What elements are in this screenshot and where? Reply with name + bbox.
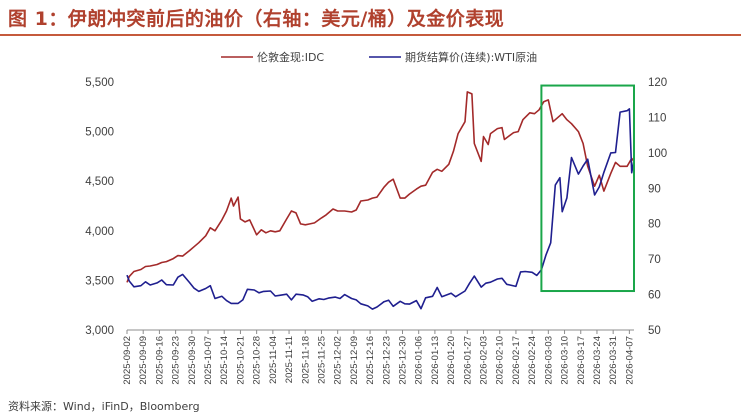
x-tick-label: 2026-04-07 <box>624 336 635 385</box>
legend: 伦敦金现:IDC 期货结算价(连续):WTI原油 <box>221 50 537 64</box>
y-left-tick-label: 3,500 <box>85 275 114 287</box>
y-left-tick-label: 4,000 <box>85 226 114 238</box>
y-right-tick-label: 120 <box>648 77 667 89</box>
y-right-tick-label: 70 <box>648 254 661 266</box>
legend-label-wti: 期货结算价(连续):WTI原油 <box>405 50 537 64</box>
x-tick-label: 2025-11-11 <box>284 336 295 383</box>
x-tick-label: 2026-03-03 <box>543 336 554 385</box>
y-right-tick-label: 60 <box>648 290 661 302</box>
x-tick-label: 2025-10-14 <box>219 336 230 385</box>
y-left-tick-label: 4,500 <box>85 176 114 188</box>
wti-price-line <box>126 108 635 310</box>
x-tick-label: 2026-03-31 <box>608 336 619 385</box>
x-tick-label: 2026-01-27 <box>462 336 473 385</box>
y-right-tick-label: 80 <box>648 219 661 231</box>
y-axis-right-ticks: 50 60 70 80 90 100 110 120 <box>648 77 667 337</box>
x-tick-label: 2025-11-25 <box>316 336 327 384</box>
y-left-tick-label: 3,000 <box>85 325 114 337</box>
x-tick-label: 2025-12-09 <box>349 336 360 385</box>
gold-oil-chart: 伦敦金现:IDC 期货结算价(连续):WTI原油 3,000 3,500 4,000… <box>85 50 667 385</box>
y-left-tick-label: 5,500 <box>85 77 114 89</box>
y-right-tick-label: 110 <box>648 112 666 124</box>
x-tick-label: 2025-09-23 <box>171 336 182 385</box>
x-tick-label: 2025-10-28 <box>252 336 263 385</box>
x-tick-label: 2026-02-10 <box>495 336 506 385</box>
x-tick-label: 2026-02-03 <box>479 336 490 385</box>
highlight-box-group <box>540 84 636 293</box>
legend-label-gold: 伦敦金现:IDC <box>257 50 324 64</box>
x-tick-label: 2026-03-17 <box>576 336 587 385</box>
highlight-box <box>540 84 636 293</box>
x-tick-label: 2026-02-24 <box>527 336 538 385</box>
x-tick-label: 2026-01-20 <box>446 336 457 385</box>
x-tick-label: 2025-09-09 <box>138 336 149 385</box>
x-tick-label: 2026-03-10 <box>560 336 571 385</box>
x-tick-label: 2025-09-02 <box>122 336 133 385</box>
y-axis-left-ticks: 3,000 3,500 4,000 4,500 5,000 5,500 <box>85 77 114 337</box>
gold-price-line <box>126 91 635 283</box>
figure-title: 图 1：伊朗冲突前后的油价（右轴：美元/桶）及金价表现 <box>8 8 505 30</box>
y-left-tick-label: 5,000 <box>85 127 114 139</box>
x-tick-label: 2025-09-16 <box>154 336 165 385</box>
x-tick-label: 2025-09-30 <box>187 336 198 385</box>
x-tick-label: 2025-11-18 <box>300 336 311 384</box>
x-tick-label: 2025-12-16 <box>365 336 376 385</box>
y-right-tick-label: 100 <box>648 148 667 160</box>
x-tick-label: 2026-01-06 <box>414 336 425 385</box>
x-tick-label: 2025-10-07 <box>203 336 214 385</box>
x-tick-label: 2026-02-17 <box>511 336 522 385</box>
x-tick-label: 2026-03-24 <box>592 336 603 385</box>
y-right-tick-label: 90 <box>648 183 661 195</box>
x-axis-ticks: 2025-09-02 2025-09-09 2025-09-16 2025-09-23… <box>122 330 635 385</box>
x-tick-label: 2026-01-13 <box>430 336 441 385</box>
x-tick-label: 2025-11-04 <box>268 336 279 384</box>
x-tick-label: 2025-12-23 <box>381 336 392 385</box>
series-lines <box>126 91 635 310</box>
x-tick-label: 2025-12-30 <box>397 336 408 385</box>
source-note: 资料来源：Wind，iFinD，Bloomberg <box>8 400 200 413</box>
x-tick-label: 2025-12-02 <box>333 336 344 385</box>
title-rule <box>0 34 741 36</box>
x-tick-label: 2025-10-21 <box>235 336 246 385</box>
y-right-tick-label: 50 <box>648 325 661 337</box>
